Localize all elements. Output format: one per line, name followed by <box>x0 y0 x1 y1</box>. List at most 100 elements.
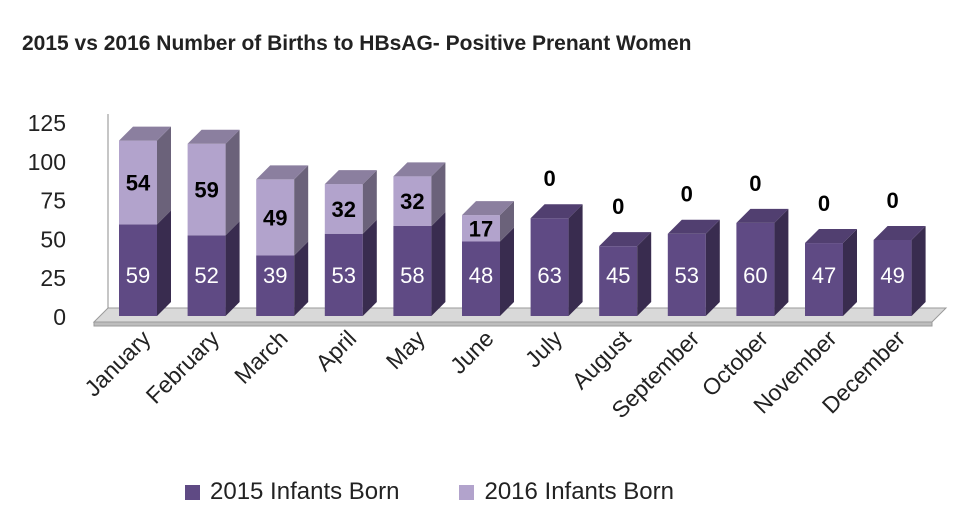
data-label-2015: 47 <box>812 263 836 288</box>
chart-title: 2015 vs 2016 Number of Births to HBsAG- … <box>22 32 692 55</box>
x-tick-label: May <box>381 325 430 374</box>
bar-2015-front <box>530 218 569 316</box>
bar-2016-side <box>431 162 446 226</box>
bar-2015 <box>462 227 514 316</box>
bar-2016-front <box>256 179 295 256</box>
data-label-2016: 49 <box>263 205 287 230</box>
data-label-2015: 53 <box>332 263 356 288</box>
bar-2016-top <box>256 165 309 180</box>
bar-2015-side <box>500 227 514 316</box>
data-label-2015: 53 <box>675 263 699 288</box>
bar-2015 <box>599 232 652 316</box>
bar-2016-front <box>393 176 432 226</box>
bar-2016 <box>187 129 240 236</box>
bar-2015-side <box>843 229 857 316</box>
data-label-2015: 45 <box>606 263 630 288</box>
data-label-2016: 54 <box>126 171 151 196</box>
bar-2015-side <box>157 210 171 316</box>
bar-2015 <box>119 210 171 316</box>
bar-2016-top <box>324 170 377 185</box>
bar-2015-front <box>187 235 226 316</box>
bar-2016-side <box>225 129 240 236</box>
bar-2015-top <box>805 229 857 244</box>
bar-2015-side <box>225 221 240 316</box>
bar-2016-side <box>157 126 171 225</box>
bar-2016-top <box>393 162 446 177</box>
bar-2016-top <box>187 129 240 144</box>
legend-item-2016: 2016 Infants Born <box>459 478 674 506</box>
x-tick-label: July <box>520 325 568 373</box>
bar-2015 <box>256 241 309 316</box>
x-tick-label: April <box>310 325 361 376</box>
bar-2015-side <box>705 219 720 316</box>
data-label-2016: 32 <box>332 197 356 222</box>
bar-2016 <box>324 170 377 234</box>
data-label-2016: 0 <box>612 194 624 219</box>
bar-2015 <box>873 225 926 316</box>
data-label-2015: 52 <box>194 263 218 288</box>
data-label-2015: 60 <box>743 263 767 288</box>
data-label-2016: 32 <box>400 189 424 214</box>
bar-2016-top <box>462 201 514 216</box>
bar-2015-front <box>805 243 843 316</box>
bar-2015-top <box>873 225 926 240</box>
y-tick-label: 50 <box>40 226 66 252</box>
legend-label-2015: 2015 Infants Born <box>210 478 400 505</box>
x-tick-label: June <box>445 325 499 379</box>
data-label-2016: 0 <box>818 191 830 216</box>
legend-swatch-2016 <box>459 484 475 500</box>
bar-2015 <box>393 211 446 316</box>
x-tick-label: August <box>567 325 636 394</box>
bar-2015-side <box>362 219 377 316</box>
y-tick-label: 25 <box>40 265 66 291</box>
bar-2015-front <box>119 224 157 316</box>
bar-2016-side <box>500 201 514 242</box>
x-tick-label: February <box>141 325 225 409</box>
bar-2015-front <box>736 222 775 316</box>
bar-2016-top <box>119 126 171 141</box>
bar-2015-front <box>393 225 432 316</box>
data-label-2015: 59 <box>126 263 150 288</box>
legend-label-2016: 2016 Infants Born <box>484 478 674 505</box>
bar-2016-side <box>362 170 377 234</box>
bar-2016-side <box>294 165 309 256</box>
y-tick-label: 75 <box>40 188 66 214</box>
bar-2016 <box>393 162 446 226</box>
bars: 59 54 52 59 39 49 53 32 58 32 48 17 63 0 45 0 53 0 60 0 47 0 4… <box>119 126 926 316</box>
data-label-2015: 63 <box>537 263 561 288</box>
y-axis: 0 25 50 75 100 125 <box>28 110 66 330</box>
bar-2015 <box>530 204 583 316</box>
bar-2015-side <box>294 241 309 316</box>
data-label-2016: 0 <box>681 182 693 207</box>
bar-2015-side <box>774 208 789 316</box>
data-label-2016: 0 <box>749 171 761 196</box>
bar-2015-front <box>873 239 912 316</box>
legend-item-2015: 2015 Infants Born <box>185 478 399 506</box>
bar-2015-front <box>462 241 500 316</box>
data-label-2015: 49 <box>880 263 904 288</box>
data-label-2015: 58 <box>400 263 424 288</box>
bar-2015-front <box>667 233 706 316</box>
bar-2015 <box>324 219 377 316</box>
legend-swatch-2015 <box>185 484 200 500</box>
bar-2015-side <box>911 225 926 316</box>
data-label-2016: 59 <box>194 178 218 203</box>
bar-2016-front <box>187 143 226 236</box>
bar-2016-front <box>324 184 363 234</box>
bar-2015-top <box>736 208 789 223</box>
y-tick-label: 100 <box>28 149 66 175</box>
bar-2015-front <box>256 255 295 316</box>
bar-2015-top <box>530 204 583 219</box>
floor-edge <box>93 321 933 327</box>
bar-2015 <box>736 208 789 316</box>
bar-2015-front <box>324 233 363 316</box>
chart-floor <box>92 114 948 327</box>
bar-2016 <box>462 201 514 242</box>
legend: 2015 Infants Born 2016 Infants Born <box>185 478 734 506</box>
bar-2015-side <box>431 211 446 316</box>
data-label-2016: 17 <box>469 216 493 241</box>
x-tick-label: March <box>229 325 293 389</box>
bar-2016-front <box>119 140 157 225</box>
data-label-2015: 48 <box>469 263 493 288</box>
